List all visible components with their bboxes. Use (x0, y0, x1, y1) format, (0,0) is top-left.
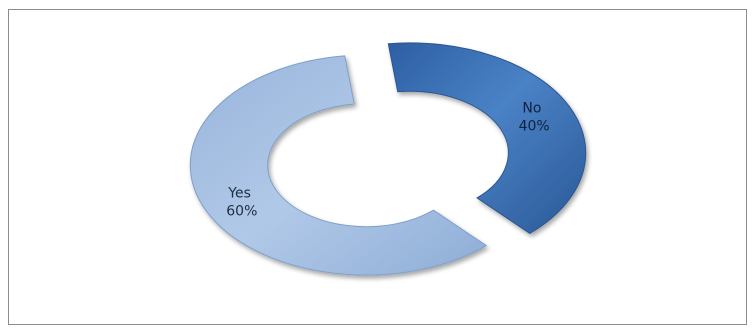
slice-no (387, 42, 587, 234)
slice-category-no: No (522, 101, 541, 117)
slice-yes (189, 55, 488, 276)
slice-percent-no: 40% (519, 119, 550, 135)
slice-label-yes: Yes 60% (226, 185, 257, 219)
slice-percent-yes: 60% (226, 203, 257, 219)
slice-label-no: No 40% (519, 101, 550, 135)
slice-category-yes: Yes (227, 185, 251, 201)
